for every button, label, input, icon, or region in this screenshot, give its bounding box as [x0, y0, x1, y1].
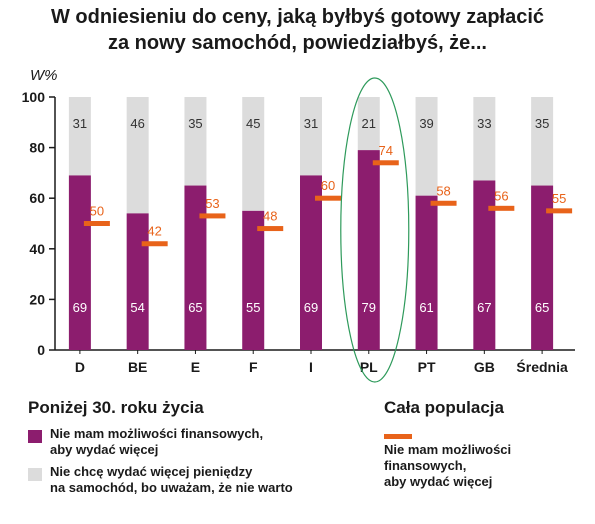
bar-purple [357, 150, 380, 350]
legend-heading-under-30: Poniżej 30. roku życia [28, 398, 204, 417]
bar-purple [126, 213, 149, 350]
marker-value-label: 74 [379, 143, 393, 158]
bar-gray-value-label: 33 [477, 116, 491, 131]
legend-item-population-no-financial-means: Nie mam możliwości finansowych, aby wyda… [384, 426, 584, 506]
marker-value-label: 58 [436, 183, 450, 198]
bar-gray [184, 97, 207, 186]
bar-gray-value-label: 45 [246, 116, 260, 131]
x-tick-label: F [249, 359, 258, 375]
title-line-2: za nowy samochód, powiedziałbyś, że... [108, 32, 487, 54]
bar-gray-value-label: 39 [419, 116, 433, 131]
bar-purple-value-label: 61 [419, 300, 433, 315]
bar-gray [473, 97, 496, 181]
marker-orange [546, 208, 573, 214]
bar-purple-value-label: 79 [362, 300, 376, 315]
y-tick-label: 80 [29, 140, 45, 156]
marker-orange [315, 195, 341, 201]
x-tick-label: BE [128, 359, 147, 375]
marker-orange [257, 226, 284, 232]
bar-purple-value-label: 55 [246, 300, 260, 315]
bar-purple [415, 195, 438, 350]
bar-gray [300, 97, 322, 176]
bar-purple [184, 185, 207, 350]
bar-purple-value-label: 69 [304, 300, 318, 315]
bar-purple [68, 175, 91, 350]
bar-gray-value-label: 35 [188, 116, 202, 131]
bar-purple-value-label: 54 [130, 300, 144, 315]
bar-gray-value-label: 21 [362, 116, 376, 131]
x-tick-label: GB [474, 359, 495, 375]
bar-gray [126, 97, 149, 214]
marker-value-label: 56 [494, 188, 508, 203]
y-tick-label: 20 [29, 291, 45, 307]
x-tick-label: D [75, 359, 85, 375]
legend-label-population-no-financial-means: Nie mam możliwości finansowych, aby wyda… [384, 442, 512, 489]
marker-value-label: 48 [263, 209, 277, 224]
highlight-ellipse [340, 77, 410, 383]
marker-value-label: 53 [205, 196, 219, 211]
legend-label-not-worth: Nie chcę wydać więcej pieniędzy na samoc… [50, 464, 293, 495]
bar-purple [473, 180, 496, 350]
bar-gray-value-label: 46 [130, 116, 144, 131]
bar-gray [357, 97, 380, 151]
y-tick-label: 60 [29, 190, 45, 206]
marker-orange [372, 160, 399, 166]
marker-value-label: 55 [552, 191, 566, 206]
y-tick-label: 100 [22, 89, 46, 105]
marker-orange [199, 213, 226, 219]
bar-purple-value-label: 69 [73, 300, 87, 315]
x-tick-label: I [309, 359, 313, 375]
bar-purple-value-label: 67 [477, 300, 491, 315]
bar-gray [68, 97, 91, 176]
bar-gray [531, 97, 554, 186]
x-tick-label: E [191, 359, 200, 375]
legend-label-no-financial-means: Nie mam możliwości finansowych, aby wyda… [50, 426, 264, 457]
title-line-1: W odniesieniu do ceny, jaką byłbyś gotow… [50, 6, 545, 28]
x-tick-label: PT [418, 359, 436, 375]
bar-purple [531, 185, 554, 350]
marker-orange [488, 205, 515, 211]
marker-orange [430, 200, 457, 206]
bar-gray-value-label: 31 [304, 116, 318, 131]
marker-value-label: 60 [321, 178, 335, 193]
bar-purple-value-label: 65 [535, 300, 549, 315]
legend-swatch-gray [28, 468, 42, 481]
chart-title: W odniesieniu do ceny, jaką byłbyś gotow… [0, 4, 595, 56]
legend-swatch-orange-line [384, 434, 412, 439]
marker-value-label: 42 [147, 224, 161, 239]
bar-chart: W% 0 20 40 60 80 100 31 69 50 D 46 54 42 BE 35 65 53 E 45 55… [22, 67, 575, 383]
marker-orange [83, 221, 110, 226]
legend-swatch-purple [28, 430, 42, 443]
x-tick-label: Średnia [516, 358, 568, 375]
marker-orange [141, 241, 168, 247]
y-tick-label: 0 [37, 342, 45, 358]
bar-gray [242, 97, 265, 211]
x-tick-label: PL [360, 359, 378, 375]
legend-heading-whole-population: Cała populacja [384, 398, 504, 417]
bar-gray [415, 97, 438, 196]
y-tick-label: 40 [29, 241, 45, 257]
bar-gray-value-label: 31 [73, 116, 87, 131]
bar-purple [242, 210, 265, 350]
legend-under-30: Poniżej 30. roku życia Nie mam możliwośc… [28, 398, 358, 496]
marker-value-label: 50 [90, 204, 104, 219]
bar-gray-value-label: 35 [535, 116, 549, 131]
legend-whole-population: Cała populacja Nie mam możliwości finans… [384, 398, 584, 506]
legend-item-not-worth: Nie chcę wydać więcej pieniędzy na samoc… [28, 464, 358, 496]
legend-item-no-financial-means: Nie mam możliwości finansowych, aby wyda… [28, 426, 358, 458]
y-axis-label: W% [30, 67, 58, 84]
bar-purple [300, 175, 322, 350]
bar-purple-value-label: 65 [188, 300, 202, 315]
